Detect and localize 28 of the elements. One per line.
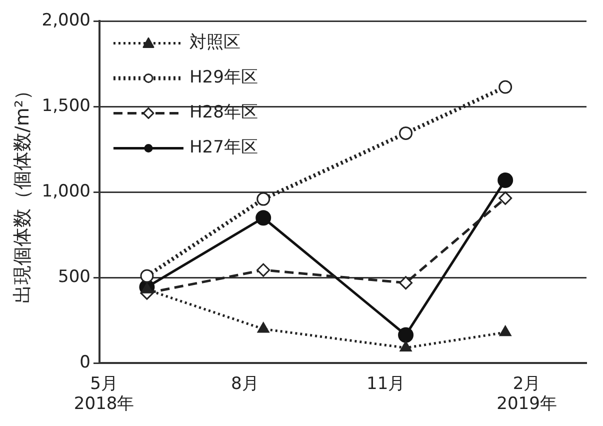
y-tick-label: 500: [58, 267, 90, 288]
legend-label: H27年区: [189, 138, 258, 158]
y-tick-label: 1,500: [42, 96, 90, 116]
y-axis-title: 出現個体数（個体数/m²）: [11, 80, 34, 304]
point: [256, 210, 272, 226]
point: [256, 263, 270, 277]
point: [398, 327, 414, 343]
point: [141, 282, 153, 294]
point: [499, 326, 512, 336]
y-tick-label: 0: [80, 352, 90, 373]
point: [140, 269, 154, 283]
y-tick-label: 2,000: [42, 10, 90, 31]
point: [498, 80, 512, 94]
point: [399, 276, 413, 290]
point: [498, 172, 514, 188]
x-tick-label: 2月 2019年: [496, 374, 557, 414]
legend-label: H29年区: [189, 68, 258, 88]
legend-label: H28年区: [189, 102, 258, 123]
x-tick-label: 5月 2018年: [74, 374, 134, 414]
x-tick-label: 11月: [366, 374, 406, 394]
x-tick-label: 8月: [231, 374, 259, 394]
point: [400, 341, 412, 352]
point: [257, 322, 270, 333]
point: [256, 192, 270, 206]
point: [399, 126, 413, 140]
point: [498, 191, 512, 205]
legend-label: 対照区: [189, 32, 240, 53]
y-tick-label: 1,000: [42, 182, 90, 202]
